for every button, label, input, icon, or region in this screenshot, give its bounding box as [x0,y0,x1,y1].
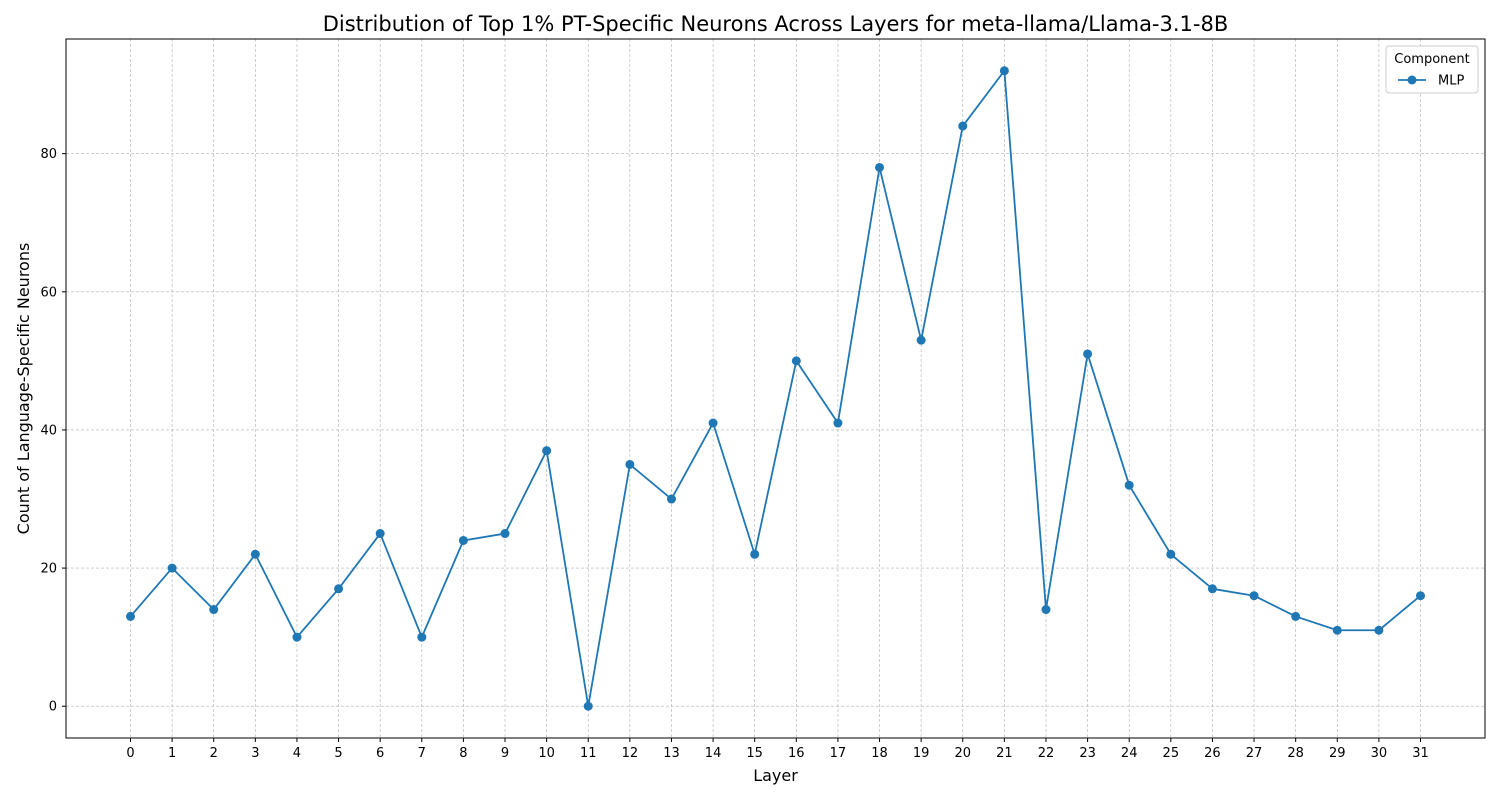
x-tick-label-9: 9 [501,746,509,761]
x-tick-label-7: 7 [418,746,426,761]
x-tick-label-10: 10 [538,746,555,761]
x-tick-label-6: 6 [376,746,384,761]
data-point-mlp-layer-24 [1124,480,1134,490]
x-tick-label-21: 21 [996,746,1013,761]
data-point-mlp-layer-14 [708,418,718,428]
x-tick-label-19: 19 [913,746,930,761]
x-tick-label-20: 20 [954,746,971,761]
data-point-mlp-layer-23 [1083,349,1093,359]
y-tick-label-1: 20 [40,562,57,577]
data-point-mlp-layer-21 [999,66,1009,76]
data-point-mlp-layer-30 [1374,625,1384,635]
data-point-mlp-layer-5 [334,584,344,594]
x-tick-label-2: 2 [210,746,218,761]
x-tick-label-18: 18 [871,746,888,761]
x-tick-label-23: 23 [1079,746,1096,761]
data-point-mlp-layer-29 [1332,625,1342,635]
legend: Component MLP [1385,45,1479,94]
x-tick-label-28: 28 [1287,746,1304,761]
data-point-mlp-layer-19 [916,335,926,345]
data-point-mlp-layer-9 [500,529,510,539]
data-point-mlp-layer-15 [750,549,760,559]
data-point-mlp-layer-4 [292,632,302,642]
x-tick-label-4: 4 [293,746,301,761]
y-tick-label-2: 40 [40,423,57,438]
grid-lines [66,39,1485,738]
y-tick-label-0: 0 [49,700,57,715]
data-point-mlp-layer-0 [126,611,135,621]
data-point-mlp-layer-7 [417,632,427,642]
x-tick-label-0: 0 [126,746,134,761]
x-tick-label-25: 25 [1163,746,1180,761]
data-point-mlp-layer-11 [583,701,593,711]
x-tick-label-22: 22 [1038,746,1055,761]
x-tick-label-26: 26 [1204,746,1221,761]
data-point-mlp-layer-6 [375,529,385,539]
data-point-mlp-layer-8 [458,535,468,545]
data-point-mlp-layer-1 [167,563,177,573]
x-tick-label-17: 17 [830,746,847,761]
data-point-mlp-layer-27 [1249,591,1259,601]
x-tick-label-12: 12 [622,746,639,761]
series-layer [126,66,1425,711]
data-point-mlp-layer-2 [209,605,219,615]
data-point-mlp-layer-10 [542,446,552,456]
x-tick-label-29: 29 [1329,746,1346,761]
data-point-mlp-layer-16 [791,356,801,366]
x-tick-label-1: 1 [168,746,176,761]
x-tick-label-11: 11 [580,746,597,761]
legend-title: Component [1394,52,1469,67]
x-tick-label-16: 16 [788,746,805,761]
data-point-mlp-layer-25 [1166,549,1176,559]
y-tick-label-3: 60 [40,285,57,300]
x-tick-label-27: 27 [1246,746,1263,761]
legend-entry-mlp: MLP [1438,74,1464,89]
x-tick-label-30: 30 [1371,746,1388,761]
plot-frame [65,38,1486,739]
x-tick-label-5: 5 [334,746,342,761]
data-point-mlp-layer-13 [666,494,676,504]
series-line-mlp [129,69,1422,708]
data-point-mlp-layer-28 [1291,611,1301,621]
x-tick-label-8: 8 [459,746,467,761]
y-axis-label: Count of Language-Specific Neurons [14,243,33,535]
x-tick-label-15: 15 [746,746,763,761]
data-point-mlp-layer-17 [833,418,843,428]
x-tick-label-14: 14 [705,746,722,761]
data-point-mlp-layer-12 [625,459,635,469]
legend-marker-mlp [1407,75,1417,85]
y-tick-label-4: 80 [40,147,57,162]
data-point-mlp-layer-3 [250,549,260,559]
x-tick-label-31: 31 [1412,746,1429,761]
x-tick-label-3: 3 [251,746,259,761]
chart-title: Distribution of Top 1% PT-Specific Neuro… [323,12,1229,36]
data-point-mlp-layer-26 [1207,584,1217,594]
data-point-mlp-layer-22 [1041,605,1051,615]
x-axis-label: Layer [753,766,798,785]
data-point-mlp-layer-20 [958,121,968,131]
axis-ticks: 0 1 2 3 4 5 6 7 8 9 10 11 12 13 14 15 16 17 18 19 20 21 22 23 24… [40,147,1428,761]
data-point-mlp-layer-31 [1416,591,1425,601]
x-tick-label-24: 24 [1121,746,1138,761]
x-tick-label-13: 13 [663,746,680,761]
data-point-mlp-layer-18 [875,162,885,172]
